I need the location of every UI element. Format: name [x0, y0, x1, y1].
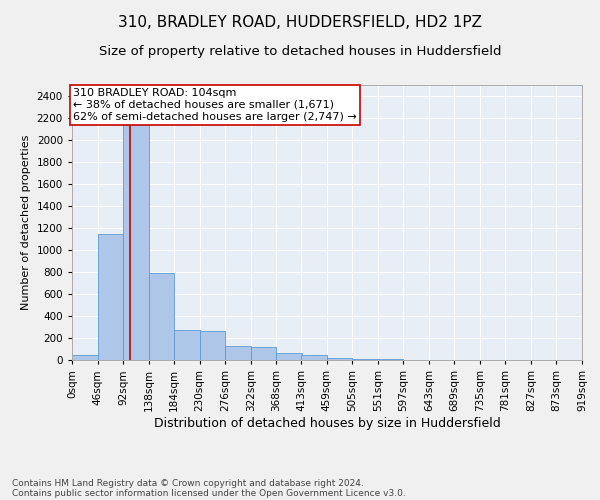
Text: Contains public sector information licensed under the Open Government Licence v3: Contains public sector information licen…: [12, 488, 406, 498]
Bar: [301, 354, 327, 360]
Y-axis label: Number of detached properties: Number of detached properties: [21, 135, 31, 310]
Bar: [72, 354, 98, 360]
Text: 310 BRADLEY ROAD: 104sqm
← 38% of detached houses are smaller (1,671)
62% of sem: 310 BRADLEY ROAD: 104sqm ← 38% of detach…: [73, 88, 357, 122]
Bar: [225, 346, 251, 360]
Text: 310, BRADLEY ROAD, HUDDERSFIELD, HD2 1PZ: 310, BRADLEY ROAD, HUDDERSFIELD, HD2 1PZ: [118, 15, 482, 30]
Bar: [123, 107, 149, 360]
Bar: [327, 358, 352, 360]
Bar: [251, 348, 276, 360]
Text: Contains HM Land Registry data © Crown copyright and database right 2024.: Contains HM Land Registry data © Crown c…: [12, 478, 364, 488]
Bar: [352, 359, 378, 360]
Bar: [98, 234, 123, 360]
Bar: [174, 330, 200, 360]
Bar: [276, 354, 302, 360]
Text: Size of property relative to detached houses in Huddersfield: Size of property relative to detached ho…: [99, 45, 501, 58]
Bar: [149, 273, 174, 360]
X-axis label: Distribution of detached houses by size in Huddersfield: Distribution of detached houses by size …: [154, 416, 500, 430]
Bar: [200, 331, 225, 360]
